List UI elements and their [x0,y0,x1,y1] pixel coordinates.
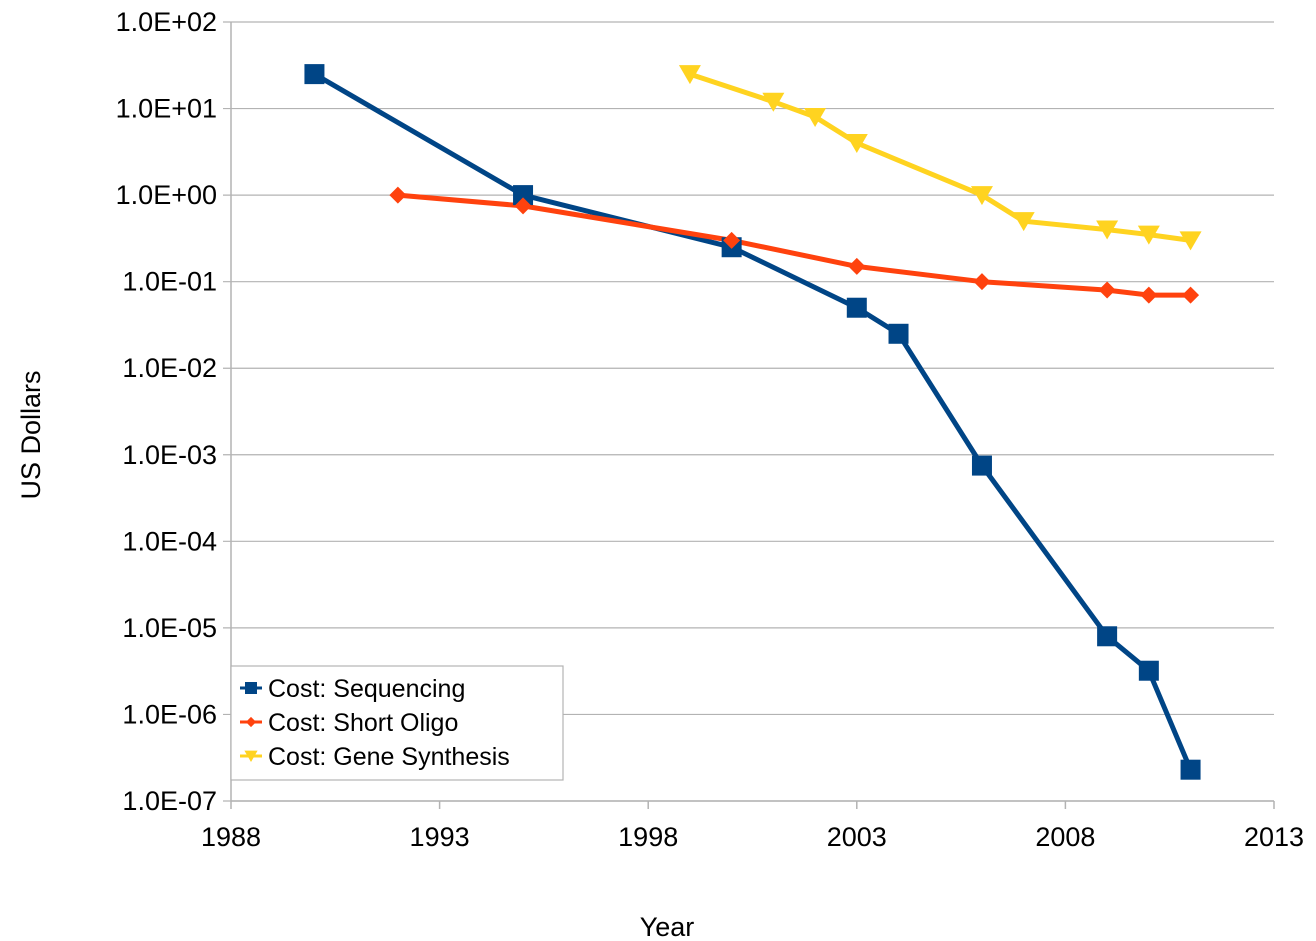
y-tick-label: 1.0E-07 [122,786,217,816]
legend-label-cost-sequencing: Cost: Sequencing [268,675,465,703]
y-tick-label: 1.0E-05 [122,613,217,643]
legend-box [230,665,564,781]
data-point-cost-gene-synthesis [1096,220,1119,240]
data-point-cost-short-oligo [1098,281,1116,299]
data-point-cost-short-oligo [514,197,532,215]
x-tick-label: 1993 [410,822,470,852]
y-tick-label: 1.0E+01 [116,94,217,124]
x-tick-label: 1998 [618,822,678,852]
legend: Cost: Sequencing Cost: Short Oligo Cost: G… [230,665,564,781]
y-tick-labels: 1.0E+02 1.0E+01 1.0E+00 1.0E-01 1.0E-02 1.0E-… [116,7,217,816]
x-tick-label: 1988 [201,822,261,852]
y-tick-label: 1.0E+02 [116,7,217,37]
series-lines [313,71,1193,771]
data-point-cost-gene-synthesis [845,133,868,153]
series-markers [304,64,1202,780]
data-point-cost-gene-synthesis [1012,212,1035,232]
data-point-cost-gene-synthesis [762,92,785,112]
x-tick-label: 2008 [1035,822,1095,852]
legend-marker-cost-sequencing [245,682,257,694]
y-tick-label: 1.0E-03 [122,440,217,470]
legend-marker-cost-gene-synthesis [244,750,258,762]
legend-label-cost-gene-synthesis: Cost: Gene Synthesis [268,743,510,771]
y-tick-label: 1.0E-01 [122,267,217,297]
x-tick-labels: 1988 1993 1998 2003 2008 2013 [201,822,1304,852]
data-point-cost-short-oligo [723,231,741,249]
y-axis-title: US Dollars [16,370,46,499]
data-point-cost-sequencing [888,323,909,344]
data-point-cost-sequencing [513,185,534,206]
x-tick-label: 2013 [1244,822,1304,852]
x-axis-title: Year [640,912,695,941]
data-point-cost-gene-synthesis [1179,231,1202,251]
data-point-cost-sequencing [846,297,867,318]
legend-marker-cost-short-oligo [245,716,257,728]
data-point-cost-short-oligo [389,186,407,204]
series-line-cost-sequencing [313,71,1193,771]
data-point-cost-short-oligo [973,273,991,291]
data-point-cost-sequencing [304,64,325,85]
data-point-cost-gene-synthesis [678,65,701,85]
data-point-cost-sequencing [1180,759,1201,780]
y-tick-label: 1.0E-04 [122,526,217,556]
data-point-cost-short-oligo [848,257,866,275]
x-tick-label: 2003 [827,822,887,852]
data-point-cost-gene-synthesis [970,186,993,206]
y-tick-label: 1.0E-02 [122,353,217,383]
data-point-cost-sequencing [971,455,992,476]
data-point-cost-short-oligo [1182,286,1200,304]
data-point-cost-gene-synthesis [804,107,827,127]
data-point-cost-short-oligo [1140,286,1158,304]
y-tick-label: 1.0E-06 [122,699,217,729]
data-point-cost-sequencing [1097,626,1118,647]
data-point-cost-sequencing [1138,660,1159,681]
data-point-cost-gene-synthesis [1137,225,1160,245]
legend-label-cost-short-oligo: Cost: Short Oligo [268,709,458,737]
series-line-cost-gene-synthesis [689,71,1191,243]
y-tick-label: 1.0E+00 [116,180,217,210]
